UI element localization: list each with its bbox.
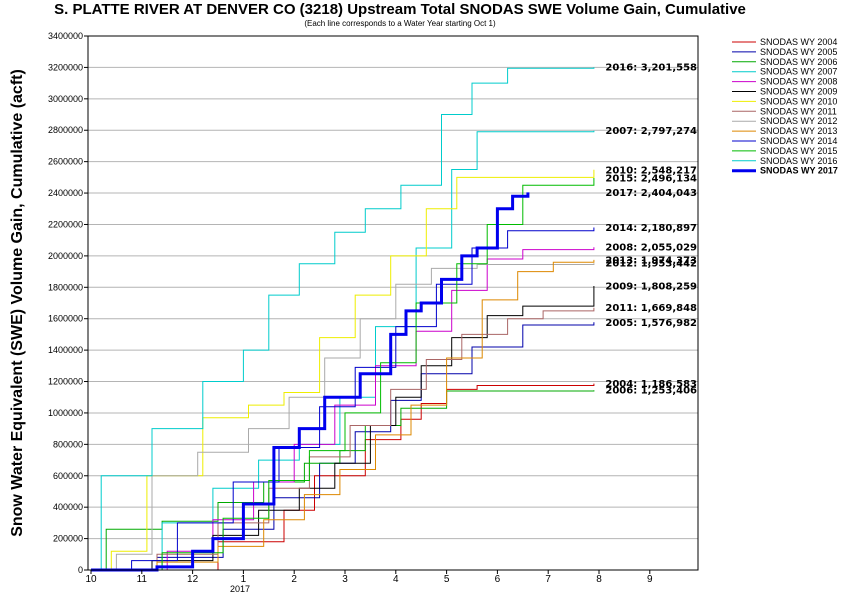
legend-label: SNODAS WY 2012 <box>760 116 837 126</box>
series-end-label: 2010: 2,548,217 <box>605 165 697 176</box>
x-tick-label: 9 <box>647 574 653 585</box>
series-end-label: 2004: 1,186,583 <box>605 379 697 390</box>
x-tick-label: 8 <box>596 574 602 585</box>
legend-label: SNODAS WY 2014 <box>760 136 837 146</box>
y-tick-label: 2400000 <box>48 188 83 198</box>
series-end-label: 2012: 1,953,442 <box>605 259 697 270</box>
y-tick-label: 2600000 <box>48 157 83 167</box>
y-tick-label: 1000000 <box>48 408 83 418</box>
legend-label: SNODAS WY 2015 <box>760 146 837 156</box>
series-line <box>91 178 595 571</box>
legend-label: SNODAS WY 2016 <box>760 156 837 166</box>
y-axis-label: Snow Water Equivalent (SWE) Volume Gain,… <box>9 69 26 537</box>
x-tick-label: 12 <box>187 574 199 585</box>
series-line <box>91 192 530 572</box>
legend-label: SNODAS WY 2005 <box>760 47 837 57</box>
x-tick-label: 6 <box>495 574 501 585</box>
y-tick-label: 2800000 <box>48 125 83 135</box>
x-axis-year-label: 2017 <box>230 584 250 594</box>
series-end-label: 2011: 1,669,848 <box>605 303 697 314</box>
series-line <box>91 67 595 571</box>
y-tick-label: 0 <box>78 565 83 575</box>
x-tick-label: 10 <box>85 574 97 585</box>
y-tick-label: 800000 <box>53 439 83 449</box>
y-tick-label: 1400000 <box>48 345 83 355</box>
x-tick-label: 1 <box>241 574 247 585</box>
legend-label: SNODAS WY 2008 <box>760 77 837 87</box>
series-end-label: 2009: 1,808,259 <box>605 281 697 292</box>
series-line <box>91 383 595 571</box>
x-tick-label: 7 <box>545 574 551 585</box>
x-tick-label: 4 <box>393 574 399 585</box>
series-line <box>91 322 595 571</box>
series-line <box>91 259 595 571</box>
legend-label: SNODAS WY 2007 <box>760 67 837 77</box>
series-end-label: 2014: 2,180,897 <box>605 223 697 234</box>
series-end-label: 2005: 1,576,982 <box>605 318 697 329</box>
series-lines <box>91 67 595 572</box>
y-tick-label: 600000 <box>53 471 83 481</box>
x-tick-label: 11 <box>137 574 148 585</box>
axes: 0 200000 400000 600000 800000 1000000 1200000 1… <box>48 31 653 585</box>
series-end-label: 2008: 2,055,029 <box>605 243 697 254</box>
chart-subtitle: (Each line corresponds to a Water Year s… <box>304 19 496 28</box>
grid-lines <box>88 66 698 540</box>
series-line <box>91 263 595 571</box>
legend-label: SNODAS WY 2017 <box>760 166 838 176</box>
y-tick-label: 200000 <box>53 534 83 544</box>
legend-label: SNODAS WY 2011 <box>760 106 837 116</box>
y-tick-label: 3000000 <box>48 94 83 104</box>
x-tick-label: 2 <box>291 574 297 585</box>
series-line <box>91 390 595 571</box>
y-tick-label: 1600000 <box>48 314 83 324</box>
y-tick-label: 3200000 <box>48 62 83 72</box>
legend-label: SNODAS WY 2010 <box>760 96 837 106</box>
series-line <box>91 247 595 571</box>
x-tick-label: 5 <box>444 574 450 585</box>
series-line <box>91 169 595 571</box>
legend-label: SNODAS WY 2006 <box>760 57 837 67</box>
series-line <box>91 286 595 571</box>
y-tick-label: 1800000 <box>48 282 83 292</box>
legend-label: SNODAS WY 2004 <box>760 37 837 47</box>
legend-label: SNODAS WY 2013 <box>760 126 837 136</box>
y-tick-label: 3400000 <box>48 31 83 41</box>
y-tick-label: 1200000 <box>48 377 83 387</box>
series-line <box>91 307 595 571</box>
chart-title: S. PLATTE RIVER AT DENVER CO (3218) Upst… <box>54 1 746 18</box>
series-end-label: 2017: 2,404,043 <box>605 188 697 199</box>
series-end-label: 2006: 1,253,406 <box>605 386 697 397</box>
y-tick-label: 2000000 <box>48 251 83 261</box>
y-tick-label: 2200000 <box>48 219 83 229</box>
x-tick-label: 3 <box>342 574 348 585</box>
series-end-label: 2016: 3,201,558 <box>605 63 697 74</box>
series-end-label: 2015: 2,496,134 <box>605 173 697 184</box>
end-labels: 2004: 1,186,583 2005: 1,576,982 2006: 1,25… <box>605 63 697 397</box>
plot-area-frame <box>87 35 699 571</box>
series-end-label: 2013: 1,974,373 <box>605 255 697 266</box>
series-end-label: 2007: 2,797,274 <box>605 126 697 137</box>
y-tick-label: 400000 <box>53 502 83 512</box>
legend-label: SNODAS WY 2009 <box>760 87 837 97</box>
series-line <box>91 227 595 571</box>
